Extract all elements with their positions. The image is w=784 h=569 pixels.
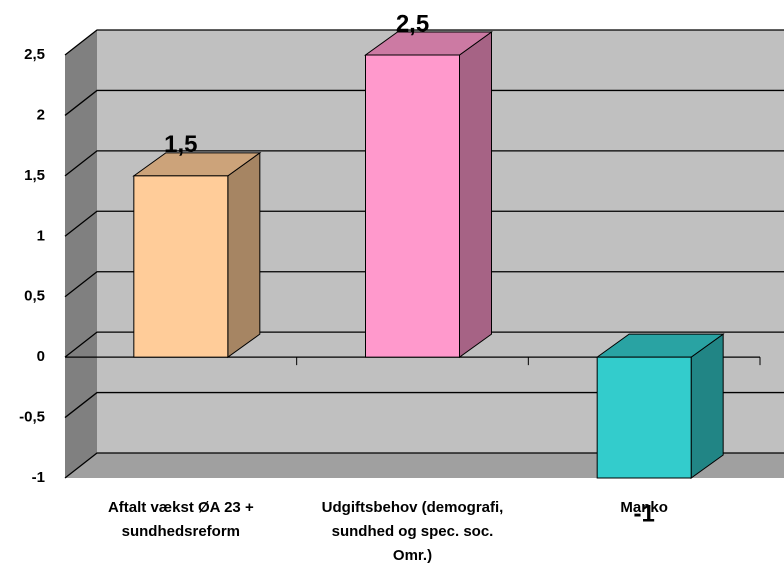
- value-label: -1: [633, 500, 654, 527]
- y-tick-label: 0: [37, 348, 45, 365]
- grid-line: [64, 331, 784, 358]
- side-wall: [65, 30, 97, 478]
- bar: [595, 333, 725, 479]
- y-tick-label: 1: [37, 227, 45, 244]
- bar-front: [365, 54, 460, 358]
- x-tick-label: Aftalt vækst ØA 23 + sundhedsreform: [108, 499, 254, 540]
- bar-side: [227, 151, 261, 359]
- bar-front: [596, 356, 692, 479]
- bar-front: [133, 175, 229, 358]
- y-tick-label: 2,5: [24, 46, 45, 63]
- x-tick-label: Udgiftsbehov (demografi, sundhed og spec.…: [322, 499, 504, 564]
- bar-side: [459, 31, 492, 359]
- x-tick-label: Manko: [620, 499, 668, 516]
- grid-line: [64, 210, 784, 237]
- y-tick-label: 2: [37, 106, 45, 123]
- grid-line: [64, 29, 784, 56]
- grid-line: [64, 271, 784, 298]
- y-tick-label: 0,5: [24, 288, 45, 305]
- grid-line: [64, 89, 784, 116]
- y-tick-label: -1: [32, 469, 45, 486]
- value-label: 1,5: [164, 131, 197, 158]
- bar: [132, 151, 262, 359]
- grid-line: [64, 391, 784, 419]
- grid-line: [64, 452, 784, 479]
- value-label: 2,5: [396, 10, 429, 37]
- y-tick-label: 1,5: [24, 167, 45, 184]
- grid-line: [64, 150, 784, 177]
- bar-side: [690, 333, 724, 479]
- y-tick-label: -0,5: [19, 409, 45, 426]
- bar: [363, 31, 494, 359]
